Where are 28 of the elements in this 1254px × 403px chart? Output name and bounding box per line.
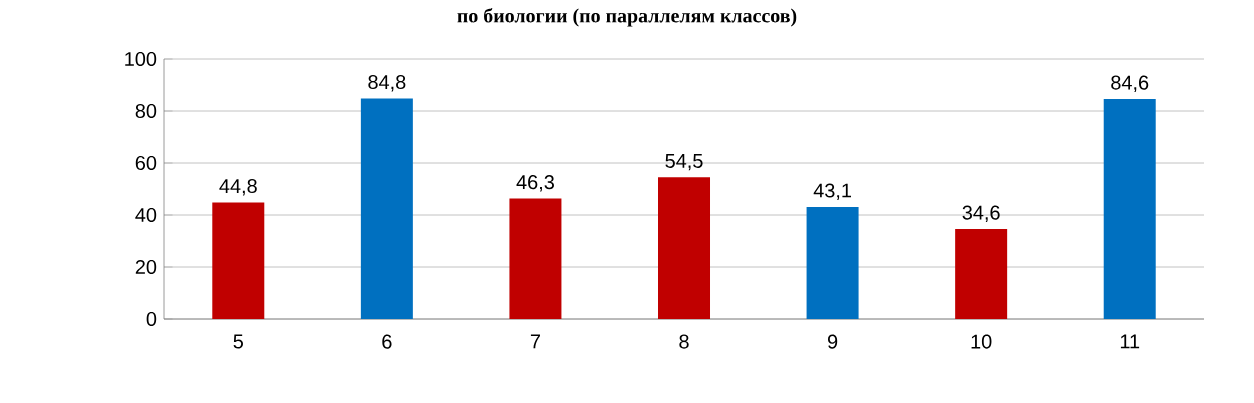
data-label: 84,6 <box>1111 75 1149 93</box>
bar <box>1103 99 1156 319</box>
data-label: 34,6 <box>962 205 1000 223</box>
y-tick-label: 40 <box>135 207 157 223</box>
x-tick-label: 7 <box>530 334 540 349</box>
x-tick-label: 10 <box>971 334 992 349</box>
chart-title: по биологии (по параллелям классов) <box>457 8 797 27</box>
bar <box>509 198 562 319</box>
y-tick-label: 100 <box>125 51 157 67</box>
x-tick-label: 11 <box>1120 334 1140 349</box>
x-tick-label: 5 <box>233 334 243 349</box>
y-tick-label: 0 <box>146 311 157 327</box>
data-label: 44,8 <box>219 179 257 196</box>
bar <box>212 202 265 319</box>
y-tick-label: 20 <box>135 259 157 275</box>
data-label: 54,5 <box>665 153 703 171</box>
x-tick-label: 8 <box>679 334 689 349</box>
bar <box>955 229 1008 319</box>
bar <box>806 206 859 319</box>
y-tick-label: 80 <box>135 103 157 119</box>
data-label: 46,3 <box>516 175 554 192</box>
data-label: 43,1 <box>813 183 852 200</box>
x-tick-label: 9 <box>827 334 838 349</box>
data-label: 84,8 <box>368 75 406 92</box>
y-tick-label: 60 <box>135 155 157 171</box>
x-tick-label: 6 <box>382 334 392 349</box>
bar <box>658 177 711 319</box>
bar <box>360 98 413 319</box>
